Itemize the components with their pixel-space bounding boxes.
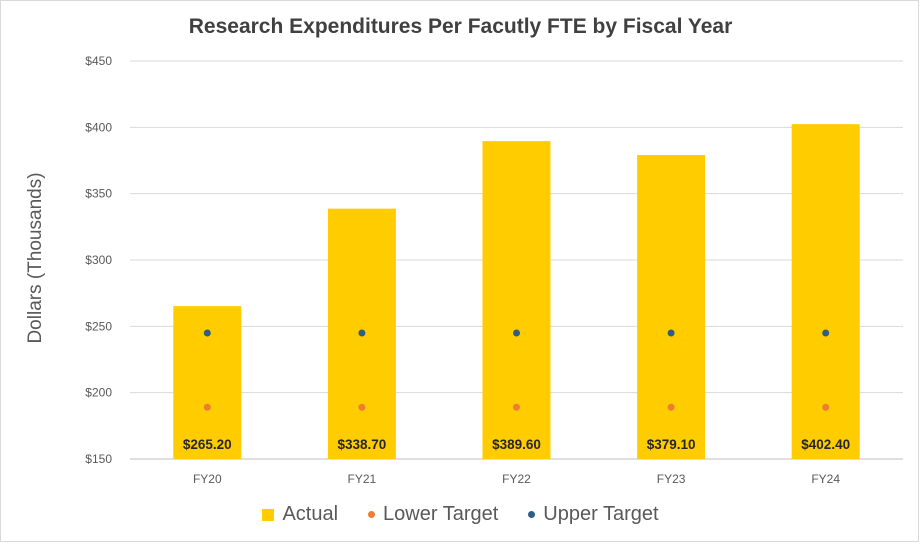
legend-label-upper-target: Upper Target	[543, 503, 659, 525]
legend-swatch-upper-target	[528, 511, 536, 518]
marker-lower-target	[513, 403, 520, 411]
y-tick-label: $200	[85, 386, 112, 400]
bar-actual	[482, 141, 551, 459]
legend: Actual Lower Target Upper Target	[0, 503, 921, 526]
x-tick-label: FY24	[811, 472, 840, 486]
legend-item-upper-target: Upper Target	[528, 503, 659, 526]
y-tick-label: $150	[85, 452, 112, 466]
marker-upper-target	[203, 329, 211, 337]
bar-actual	[791, 124, 860, 460]
marker-upper-target	[822, 329, 830, 337]
legend-label-lower-target: Lower Target	[383, 503, 499, 525]
legend-label-actual: Actual	[282, 503, 339, 525]
marker-lower-target	[667, 403, 675, 411]
y-tick-label: $300	[85, 253, 112, 267]
marker-lower-target	[203, 403, 211, 411]
data-label-actual: $379.10	[647, 437, 696, 452]
y-tick-label: $250	[85, 319, 112, 333]
bar-actual	[637, 155, 706, 459]
x-tick-label: FY20	[193, 472, 222, 486]
x-tick-label: FY23	[657, 472, 686, 486]
marker-lower-target	[358, 403, 366, 411]
legend-swatch-actual	[262, 508, 275, 521]
legend-item-lower-target: Lower Target	[368, 503, 498, 526]
y-tick-label: $400	[85, 120, 112, 134]
data-label-actual: $338.70	[337, 437, 386, 452]
marker-lower-target	[822, 403, 830, 411]
legend-swatch-lower-target	[368, 511, 376, 518]
data-label-actual: $265.20	[183, 437, 232, 452]
y-tick-label: $450	[85, 54, 112, 68]
data-label-actual: $389.60	[492, 437, 541, 452]
marker-upper-target	[358, 329, 366, 337]
marker-upper-target	[513, 329, 520, 337]
x-tick-label: FY21	[348, 472, 377, 486]
data-label-actual: $402.40	[801, 437, 850, 452]
y-tick-label: $350	[85, 187, 112, 201]
chart-title: Research Expenditures Per Facutly FTE by…	[188, 15, 733, 38]
x-tick-label: FY22	[502, 472, 531, 486]
legend-item-actual: Actual	[262, 503, 338, 526]
marker-upper-target	[667, 329, 675, 337]
